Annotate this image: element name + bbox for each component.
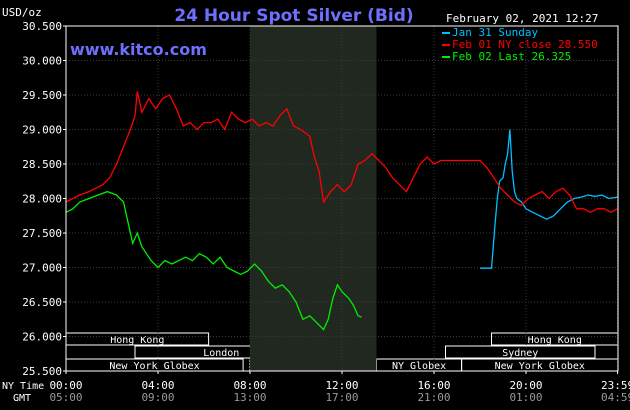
x-tick-label-ny: 20:00 [509, 379, 542, 392]
y-tick-label: 27.500 [22, 227, 62, 240]
x-tick-label-ny: 08:00 [233, 379, 266, 392]
session-box [445, 345, 596, 359]
datetime-label: February 02, 2021 12:27 [446, 12, 598, 25]
chart-title: 24 Hour Spot Silver (Bid) [174, 6, 413, 26]
legend-entry: Feb 02 Last 26.325 [452, 50, 571, 63]
x-tick-label-ny: 04:00 [141, 379, 174, 392]
gmt-label: GMT [13, 393, 31, 404]
x-tick-label-gmt: 13:00 [233, 391, 266, 404]
x-tick-label-gmt: 01:00 [509, 391, 542, 404]
y-tick-label: 27.000 [22, 262, 62, 275]
x-tick-label-ny: 23:59 [601, 379, 630, 392]
x-tick-label-gmt: 21:00 [417, 391, 450, 404]
x-tick-label-ny: 00:00 [49, 379, 82, 392]
legend-entry: Jan 31 Sunday [452, 26, 538, 39]
y-tick-label: 26.000 [22, 331, 62, 344]
y-tick-label: 28.500 [22, 158, 62, 171]
x-tick-label-ny: 16:00 [417, 379, 450, 392]
y-tick-label: 28.000 [22, 193, 62, 206]
x-tick-label-gmt: 04:59 [601, 391, 630, 404]
legend-entry: Feb 01 NY close 28.550 [452, 38, 598, 51]
ny-time-label: NY Time [2, 381, 44, 392]
watermark: www.kitco.com [70, 40, 207, 59]
x-tick-label-gmt: 09:00 [141, 391, 174, 404]
y-tick-label: 30.500 [22, 20, 62, 33]
y-axis: 25.500 26.000 26.500 27.000 27.500 28.000 28.5… [22, 20, 66, 378]
x-tick-label-gmt: 17:00 [325, 391, 358, 404]
session-label: NY Globex [392, 361, 446, 372]
y-tick-label: 26.500 [22, 296, 62, 309]
y-tick-label: 29.000 [22, 124, 62, 137]
session-label: Hong Kong [528, 335, 582, 346]
session-label: London [203, 348, 239, 359]
y-tick-label: 29.500 [22, 89, 62, 102]
x-tick-label-ny: 12:00 [325, 379, 358, 392]
session-label: New York Globex [109, 361, 199, 372]
session-label: Hong Kong [110, 335, 164, 346]
y-tick-label: 25.500 [22, 365, 62, 378]
series-line-3 [65, 190, 362, 331]
session-label: New York Globex [495, 361, 585, 372]
series-line-2 [65, 91, 618, 214]
series-layer [65, 91, 618, 331]
x-tick-label-gmt: 05:00 [49, 391, 82, 404]
session-label: Sydney [502, 348, 538, 359]
y-tick-label: 30.000 [22, 55, 62, 68]
unit-label: USD/oz [2, 6, 42, 19]
nymex-highlight-band [250, 26, 377, 371]
highlight-band-layer [250, 26, 377, 371]
plot-border [65, 25, 619, 372]
series-line-1 [480, 129, 618, 269]
